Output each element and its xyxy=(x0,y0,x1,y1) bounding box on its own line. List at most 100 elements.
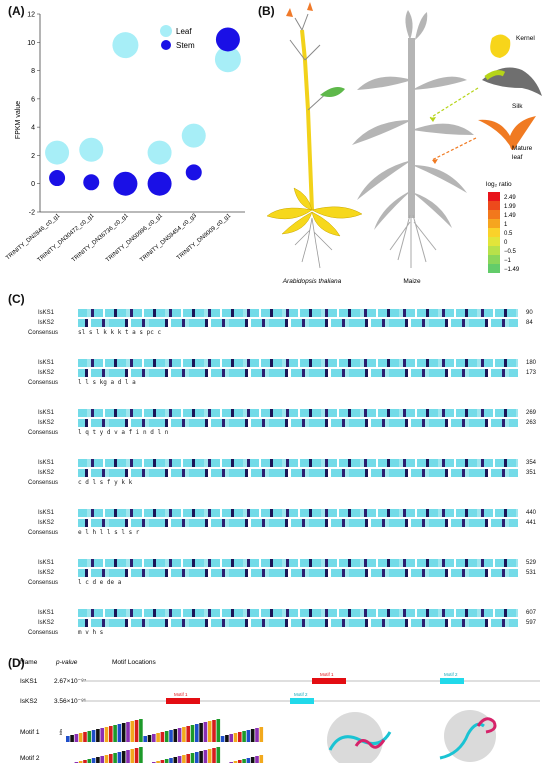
log2-swatch xyxy=(488,192,500,201)
log2-value: 2.49 xyxy=(504,195,516,201)
log2-value: 1.49 xyxy=(504,213,516,219)
sequence-name: IsKS1 xyxy=(38,560,55,566)
sequence-track xyxy=(78,509,518,517)
logo-letter xyxy=(160,732,165,742)
arabidopsis-plant-icon: Arabidopsis thaliana xyxy=(266,2,363,285)
logo-letter xyxy=(173,757,178,763)
sequence-end: 84 xyxy=(526,320,533,326)
consensus-row: Consensus e l h l l s l s r xyxy=(0,528,550,538)
logo-letter xyxy=(143,736,147,742)
stem-bubble xyxy=(113,171,138,196)
consensus-label: Consensus xyxy=(28,380,59,386)
logo-letter xyxy=(242,731,246,742)
log2-swatch xyxy=(488,219,500,228)
y-tick-label: 2 xyxy=(31,153,35,160)
logo-letter xyxy=(87,759,92,763)
y-tick-label: 0 xyxy=(31,181,35,188)
x-tick-label: TRINITY_DN30472_c0_g1 xyxy=(37,213,96,264)
logo-letter xyxy=(152,734,156,742)
row1-motif1 xyxy=(312,678,346,684)
logo-letter xyxy=(78,733,83,742)
logo-letter xyxy=(199,751,203,763)
sequence-end: 351 xyxy=(526,470,537,476)
logo-letter xyxy=(190,725,195,742)
sequence-track xyxy=(78,609,518,617)
sequence-end: 441 xyxy=(526,520,537,526)
log2-value: −1 xyxy=(504,258,512,264)
alignment-row: IsKS1 90 xyxy=(0,308,550,318)
sequence-track xyxy=(78,419,518,427)
sequence-end: 269 xyxy=(526,410,537,416)
structure-isks2-icon xyxy=(439,710,497,762)
logo-letter xyxy=(259,755,264,763)
logo-letter xyxy=(190,753,195,763)
sequence-track xyxy=(78,469,518,477)
panel-label-c: (C) xyxy=(8,292,25,306)
y-tick-label: 12 xyxy=(27,12,35,19)
kernel-icon: Kernel xyxy=(490,34,535,58)
alignment-row: IsKS2 531 xyxy=(0,568,550,578)
log2-value: −1.49 xyxy=(504,267,520,273)
leaf-bubble xyxy=(214,46,241,73)
logo-letter xyxy=(199,723,203,742)
log2-legend-title: log₂ ratio xyxy=(486,181,512,188)
logo-letter xyxy=(83,760,87,763)
logo-letter xyxy=(212,748,216,763)
y-tick-label: 10 xyxy=(27,40,35,47)
legend-stem-label: Stem xyxy=(176,41,195,50)
row1-motif2 xyxy=(440,678,464,684)
consensus-row: Consensus l c d e de a xyxy=(0,578,550,588)
row2-motif1 xyxy=(166,698,200,704)
alignment-row: IsKS2 263 xyxy=(0,418,550,428)
row1-motif2-label: Motif 2 xyxy=(444,672,458,677)
logo-letter xyxy=(126,722,130,742)
y-tick-label: 6 xyxy=(31,96,35,103)
consensus-sequence: l l s kg a d l a xyxy=(78,379,136,386)
sequence-end: 529 xyxy=(526,560,537,566)
logo-letter xyxy=(83,732,87,742)
logo-letter xyxy=(156,761,160,763)
logo-letter xyxy=(109,754,113,763)
sequence-track xyxy=(78,359,518,367)
sequence-name: IsKS1 xyxy=(38,410,55,416)
sequence-track xyxy=(78,369,518,377)
legend-leaf-label: Leaf xyxy=(176,27,192,36)
consensus-sequence: l q t y d v a f i n d l n xyxy=(78,429,169,436)
alignment-panel: IsKS1 90 IsKS2 84 Consensus sl s l k k k t a … xyxy=(0,300,550,660)
row1-name: IsKS1 xyxy=(20,678,38,685)
sequence-track xyxy=(78,619,518,627)
species-maize: Maize xyxy=(403,278,421,285)
consensus-sequence: l c d e de a xyxy=(78,579,122,586)
log2-swatch xyxy=(488,201,500,210)
log2-swatch xyxy=(488,237,500,246)
row1-pvalue: 2.67×10⁻⁸⁷ xyxy=(54,678,87,685)
leaf-bubble xyxy=(147,140,172,165)
logo-letter xyxy=(238,760,242,763)
logo-letter xyxy=(250,757,255,763)
sequence-name: IsKS1 xyxy=(38,610,55,616)
stem-bubble xyxy=(49,170,66,187)
logo-letter xyxy=(216,747,221,763)
logo-letter xyxy=(91,730,96,742)
logo-letter xyxy=(182,755,186,763)
logo-letter xyxy=(109,726,113,742)
logo-letter xyxy=(186,726,190,742)
logo-letter xyxy=(66,736,70,742)
y-tick-label: 4 xyxy=(31,125,35,132)
logo-letter xyxy=(96,729,100,742)
logo-letter xyxy=(177,756,182,763)
species-arabidopsis: Arabidopsis thaliana xyxy=(282,278,342,285)
logo-letter xyxy=(195,724,199,742)
logo-letter xyxy=(91,758,96,763)
stem-bubble xyxy=(83,174,100,191)
panel-label-d: (D) xyxy=(8,656,25,670)
logo-letter xyxy=(130,749,135,763)
sequence-track xyxy=(78,569,518,577)
logo-letter xyxy=(147,735,152,742)
x-tick-label: TRINITY_DN2846_c0_g1 xyxy=(5,213,62,262)
logo-letter xyxy=(182,727,186,742)
alignment-row: IsKS2 173 xyxy=(0,368,550,378)
logo-letter xyxy=(160,760,165,763)
logo-letter xyxy=(126,750,130,763)
header-pvalue: p-value xyxy=(55,659,78,666)
